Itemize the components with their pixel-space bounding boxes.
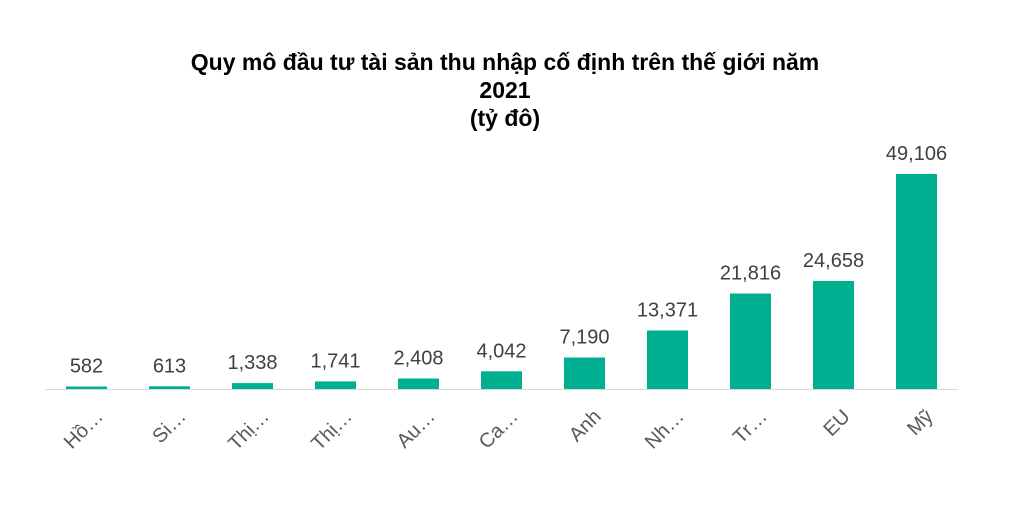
x-tick-label-7: Nh… (641, 406, 689, 454)
x-tick-label-2: Thị… (224, 406, 273, 455)
bar-2 (232, 383, 273, 389)
data-labels-group: 582 613 1,338 1,741 2,408 4,042 7,190 13,371 21,… (70, 143, 947, 378)
bar-10 (896, 174, 937, 389)
data-label-9: 24,658 (803, 250, 864, 272)
data-label-7: 13,371 (637, 300, 698, 322)
bars-group (66, 174, 937, 389)
bar-1 (149, 386, 190, 389)
data-label-2: 1,338 (227, 352, 277, 374)
x-tick-label-9: EU (819, 406, 854, 441)
data-label-1: 613 (153, 355, 186, 377)
bar-5 (481, 371, 522, 389)
x-tick-label-3: Thị… (307, 406, 356, 455)
chart-title-line-1: Quy mô đầu tư tài sản thu nhập cố định t… (190, 49, 820, 75)
x-tick-label-6: Anh (565, 406, 606, 447)
x-tick-labels-group: Hồ… Si… Thị… Thị… Au… Ca… Anh Nh… Tr… EU Mỹ (60, 406, 938, 455)
data-label-10: 49,106 (886, 143, 947, 165)
bar-9 (813, 281, 854, 389)
x-tick-label-10: Mỹ (903, 406, 937, 440)
data-label-4: 2,408 (393, 348, 443, 370)
x-tick-label-1: Si… (148, 406, 190, 448)
x-tick-label-4: Au… (393, 406, 440, 453)
bar-4 (398, 378, 439, 389)
chart-title-line-3: (tỷ đô) (469, 105, 541, 131)
data-label-0: 582 (70, 356, 103, 378)
x-tick-label-8: Tr… (729, 406, 772, 449)
bar-0 (66, 386, 107, 389)
x-tick-label-5: Ca… (475, 406, 523, 454)
bar-8 (730, 293, 771, 389)
chart-title: Quy mô đầu tư tài sản thu nhập cố định t… (0, 48, 1010, 132)
bar-6 (564, 357, 605, 389)
bar-3 (315, 381, 356, 389)
data-label-5: 4,042 (476, 340, 526, 362)
data-label-6: 7,190 (559, 327, 609, 349)
x-tick-label-0: Hồ… (60, 406, 108, 454)
bar-7 (647, 330, 688, 389)
data-label-3: 1,741 (310, 350, 360, 372)
chart-title-line-2: 2021 (479, 77, 531, 103)
data-label-8: 21,816 (720, 263, 781, 285)
